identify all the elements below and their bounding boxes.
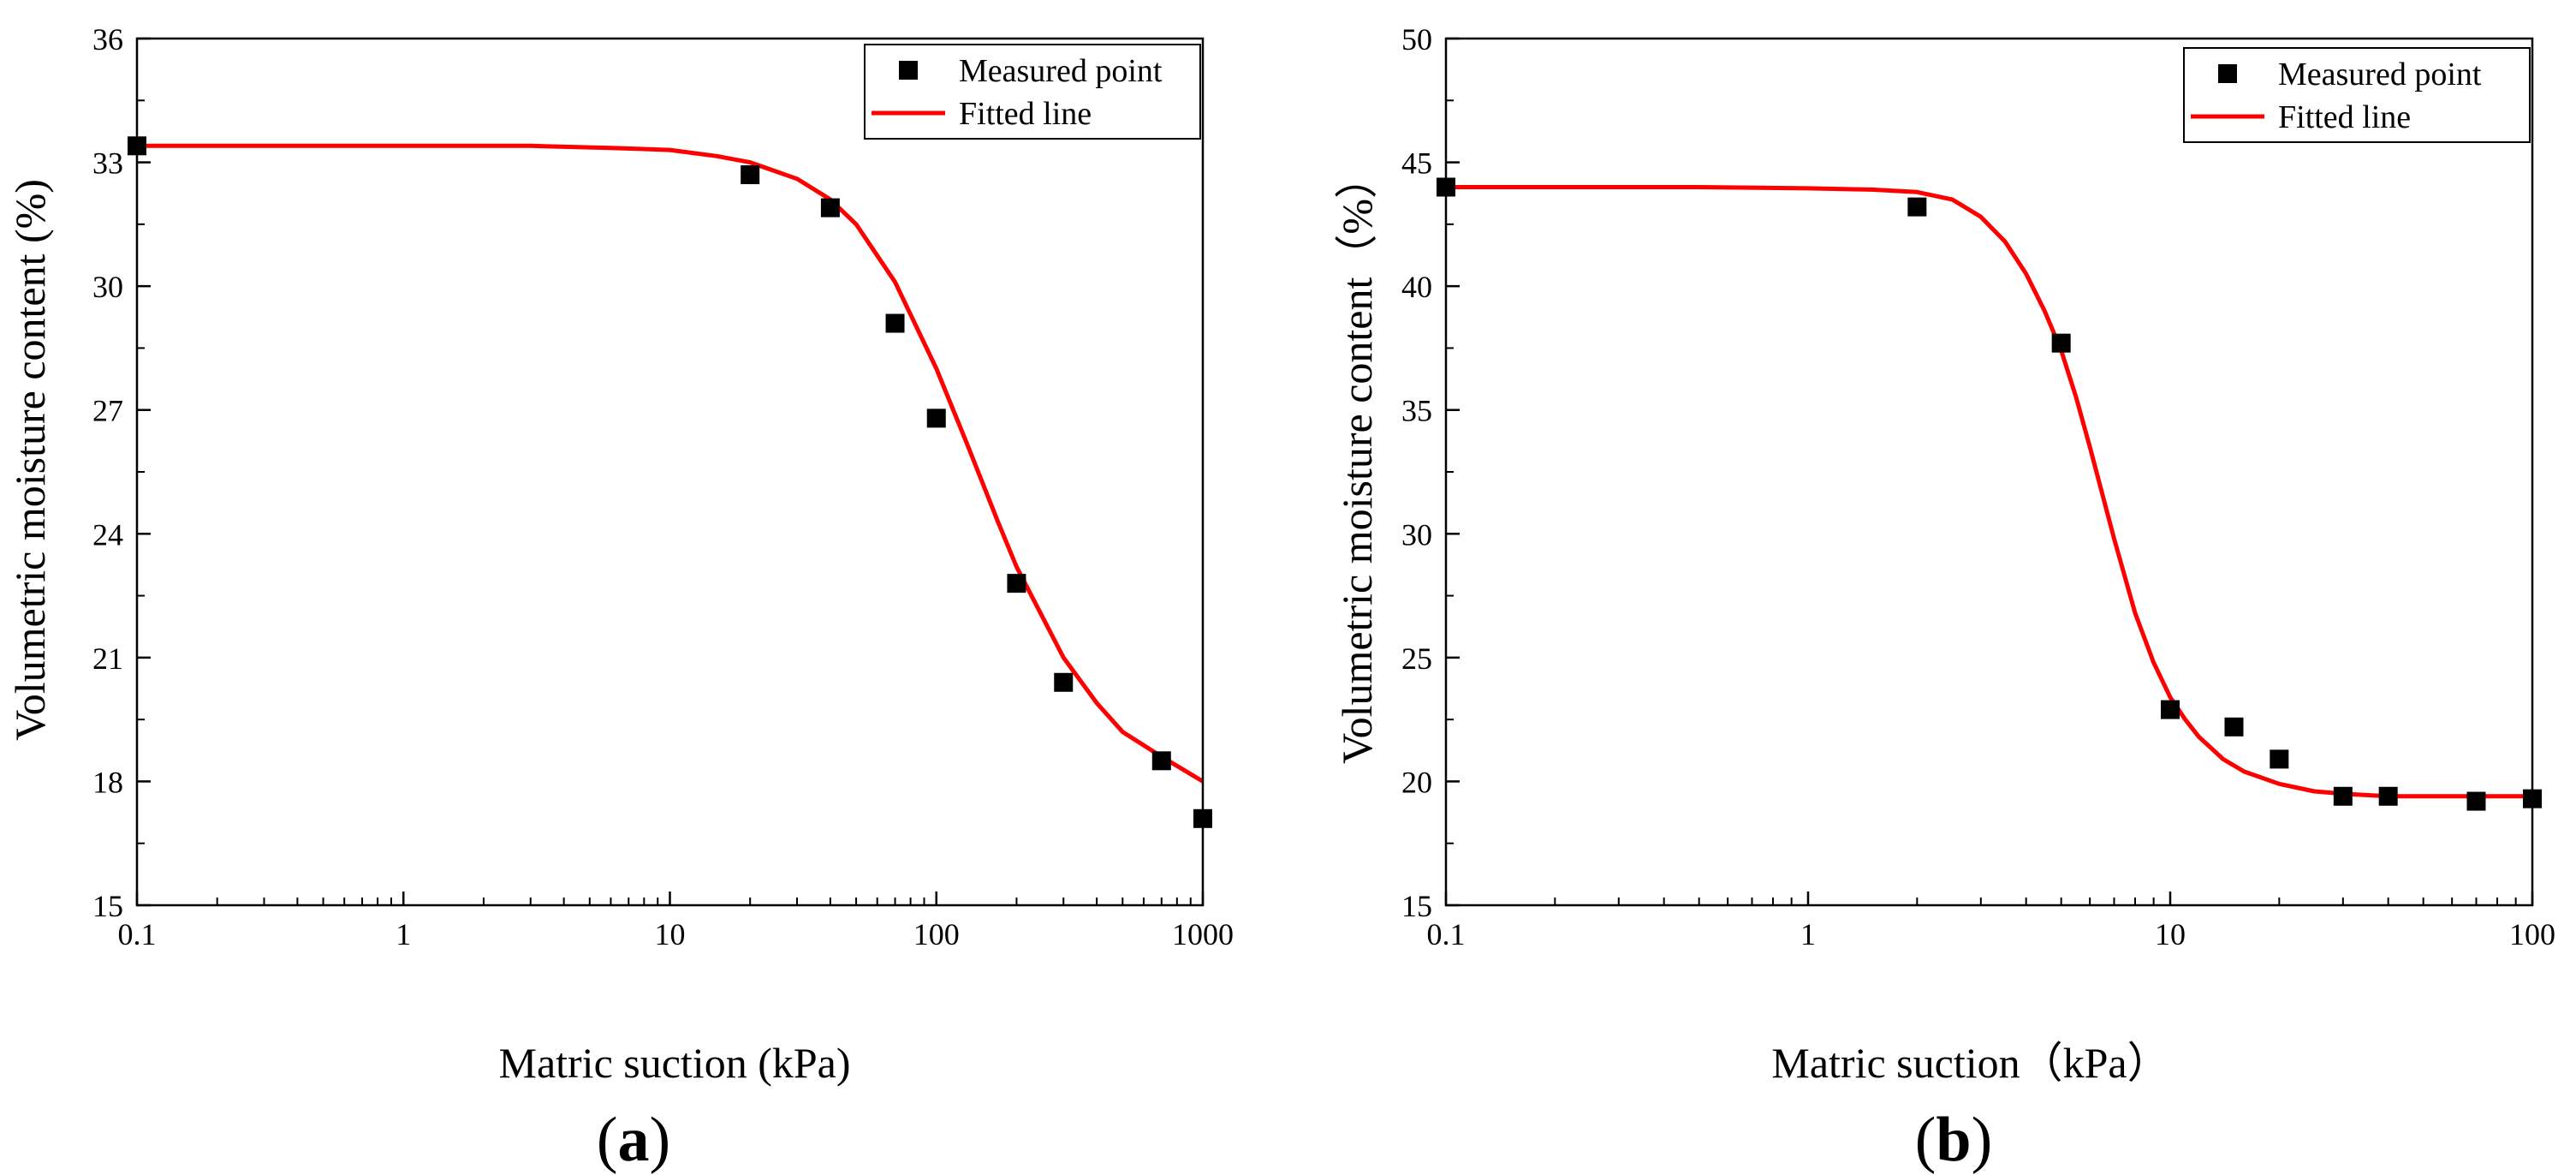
legend-a: Measured point Fitted line xyxy=(864,44,1201,140)
data-point-a xyxy=(885,313,905,333)
y-tick-label-a: 33 xyxy=(92,146,123,181)
data-point-b xyxy=(2466,791,2486,811)
x-tick-label-a: 10 xyxy=(655,917,686,951)
x-tick-label-a: 100 xyxy=(913,917,960,951)
y-tick-label-a: 27 xyxy=(92,394,123,428)
x-axis-title-b: Matric suction（kPa） xyxy=(1771,1039,2169,1087)
legend-label-a: Fitted line xyxy=(959,96,1092,132)
plot-area-a xyxy=(128,136,1212,828)
data-point-b xyxy=(2333,786,2353,806)
x-tick-label-b: 1 xyxy=(1800,917,1816,951)
y-tick-label-b: 15 xyxy=(1401,889,1432,923)
y-tick-label-a: 15 xyxy=(92,889,123,923)
data-point-b xyxy=(2161,700,2180,719)
panel-label-a: (a) xyxy=(597,1105,670,1175)
panel-label-letter-a: a xyxy=(618,1105,650,1175)
legend-box-b xyxy=(2183,47,2531,143)
x-tick-label-b: 100 xyxy=(2509,917,2555,951)
y-tick-label-b: 50 xyxy=(1401,22,1432,57)
x-tick-label-b: 0.1 xyxy=(1427,917,1466,951)
chart-a: Matric suction (kPa) Volumetric moisture… xyxy=(6,22,1234,1175)
data-point-b xyxy=(1907,197,1927,217)
y-tick-label-b: 40 xyxy=(1401,270,1432,304)
y-tick-label-a: 21 xyxy=(92,641,123,676)
data-point-a xyxy=(1007,574,1026,593)
axes-frame-b xyxy=(1444,37,2534,907)
y-tick-label-b: 20 xyxy=(1401,765,1432,799)
y-tick-label-a: 30 xyxy=(92,270,123,304)
panel-label-open-paren-a: ( xyxy=(597,1105,618,1175)
legend-label-b: Fitted line xyxy=(2278,99,2411,135)
y-tick-label-a: 18 xyxy=(92,765,123,799)
x-tick-label-a: 0.1 xyxy=(118,917,157,951)
legend-label-a: Measured point xyxy=(959,53,1163,89)
chart-b: Matric suction（kPa） Volumetric moisture … xyxy=(1333,22,2555,1175)
data-point-b xyxy=(2224,717,2244,737)
y-axis-title-b: Volumetric moisture content（%） xyxy=(1333,156,1381,764)
fitted-line-a xyxy=(137,143,1205,784)
y-tick-label-b: 30 xyxy=(1401,517,1432,552)
panel-label-close-paren-a: ) xyxy=(650,1105,671,1175)
legend-marker-icon-b xyxy=(2218,64,2237,83)
panel-label-letter-b: b xyxy=(1936,1105,1971,1175)
y-tick-label-b: 35 xyxy=(1401,394,1432,428)
panel-label-close-paren-b: ) xyxy=(1972,1105,1993,1175)
data-point-a xyxy=(1054,672,1074,692)
legend-box-a xyxy=(864,44,1201,140)
y-tick-label-b: 45 xyxy=(1401,146,1432,181)
data-point-a xyxy=(926,409,946,428)
y-tick-label-a: 36 xyxy=(92,22,123,57)
panel-label-open-paren-b: ( xyxy=(1915,1105,1936,1175)
x-axis-title-a: Matric suction (kPa) xyxy=(498,1039,850,1087)
axes-frame-a xyxy=(135,37,1205,907)
data-point-b xyxy=(2270,749,2289,769)
data-point-b xyxy=(2378,786,2398,806)
panel-label-b: (b) xyxy=(1915,1105,1992,1175)
y-tick-label-b: 25 xyxy=(1401,641,1432,676)
data-point-a xyxy=(741,165,760,185)
data-point-a xyxy=(1151,751,1171,771)
x-tick-label-a: 1000 xyxy=(1172,917,1234,951)
x-tick-label-a: 1 xyxy=(396,917,411,951)
y-axis-title-a: Volumetric moisture content (%) xyxy=(6,179,54,741)
y-tick-label-a: 24 xyxy=(92,517,123,552)
legend-b: Measured point Fitted line xyxy=(2183,47,2531,143)
legend-label-b: Measured point xyxy=(2278,57,2482,92)
data-point-a xyxy=(820,198,840,218)
plot-area-b xyxy=(1437,177,2542,811)
data-point-b xyxy=(2051,333,2071,353)
x-tick-label-b: 10 xyxy=(2155,917,2186,951)
fitted-line-b xyxy=(1446,185,2532,799)
legend-marker-icon-a xyxy=(899,61,918,80)
